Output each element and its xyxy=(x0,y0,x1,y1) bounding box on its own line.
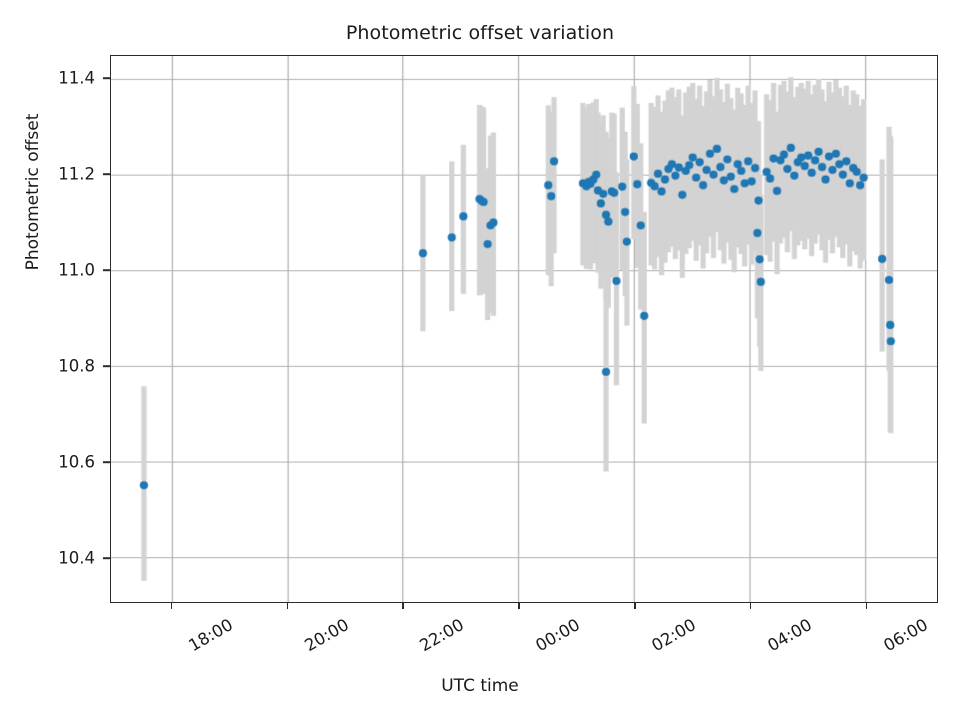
scatter-plot-canvas xyxy=(111,56,937,602)
y-tick-label: 11.4 xyxy=(58,68,95,88)
x-tick-mark xyxy=(402,602,404,609)
x-tick-label: 04:00 xyxy=(764,615,815,656)
y-tick-mark xyxy=(103,461,110,464)
y-tick-mark xyxy=(103,173,110,175)
x-tick-label: 22:00 xyxy=(416,615,468,656)
y-tick-label: 10.6 xyxy=(58,452,95,472)
y-tick-mark xyxy=(103,269,110,271)
y-tick-mark xyxy=(103,365,110,368)
y-tick-label: 10.4 xyxy=(58,548,95,568)
x-tick-label: 20:00 xyxy=(300,615,352,656)
x-axis-tick-marks xyxy=(110,602,938,612)
x-tick-mark xyxy=(749,602,752,609)
y-axis-tick-labels: 10.4 10.6 10.8 11.0 11.2 11.4 xyxy=(0,55,95,603)
x-axis-label: UTC time xyxy=(441,676,519,696)
y-tick-label: 11.0 xyxy=(58,260,95,280)
y-tick-mark xyxy=(103,557,110,560)
x-tick-label: 02:00 xyxy=(648,615,700,656)
x-tick-label: 18:00 xyxy=(185,615,236,656)
plot-area xyxy=(110,55,938,603)
y-tick-mark xyxy=(103,77,110,79)
x-tick-label: 06:00 xyxy=(879,615,931,656)
y-tick-label: 11.2 xyxy=(58,164,95,184)
x-tick-mark xyxy=(634,602,636,609)
x-tick-mark xyxy=(865,602,868,609)
x-tick-mark xyxy=(170,602,173,609)
y-axis-tick-marks xyxy=(0,55,110,603)
x-tick-label: 00:00 xyxy=(532,615,584,656)
x-tick-mark xyxy=(518,602,520,609)
y-tick-label: 10.8 xyxy=(58,356,95,376)
x-tick-mark xyxy=(286,602,289,609)
page-title: Photometric offset variation xyxy=(345,22,615,44)
